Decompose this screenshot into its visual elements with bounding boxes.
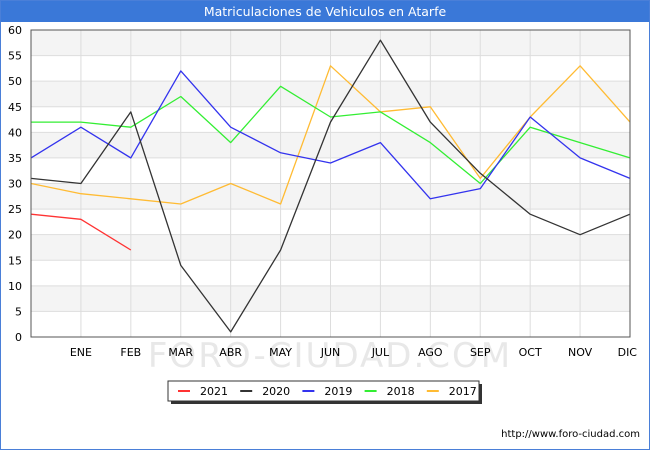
y-axis-ticks: 0 5 10 15 20 25 30 35 40 45 50 55 60 — [8, 24, 22, 344]
legend-label: 2018 — [387, 385, 415, 398]
series-line-2021 — [30, 213, 132, 251]
plot-border — [30, 29, 631, 338]
y-tick-label: 50 — [8, 75, 22, 88]
y-tick-label: 10 — [8, 280, 22, 293]
series-line-2018 — [31, 85, 631, 185]
x-tick-label: MAR — [168, 346, 193, 359]
x-tick-label: SEP — [470, 346, 491, 359]
y-tick-label: 60 — [8, 24, 22, 37]
x-tick-label: OCT — [519, 346, 542, 359]
y-tick-label: 0 — [15, 331, 22, 344]
y-tick-label: 5 — [15, 305, 22, 318]
legend-label: 2021 — [200, 385, 228, 398]
x-tick-label: ABR — [219, 346, 242, 359]
footer-url[interactable]: http://www.foro-ciudad.com — [501, 429, 640, 440]
x-tick-label: DIC — [618, 346, 638, 359]
x-tick-label: JUL — [371, 346, 390, 359]
y-tick-label: 20 — [8, 229, 22, 242]
series-lines — [30, 39, 631, 333]
legend-box — [167, 380, 480, 402]
x-tick-label: JUN — [320, 346, 341, 359]
watermark-text: FORO-CIUDAD.COM — [148, 336, 512, 376]
legend-label: 2020 — [262, 385, 290, 398]
x-axis-ticks: ENE FEB MAR ABR MAY JUN JUL AGO SEP OCT NOV DIC — [70, 346, 637, 359]
y-tick-label: 25 — [8, 203, 22, 216]
series-line-2019 — [30, 70, 631, 200]
y-tick-label: 15 — [8, 254, 22, 267]
y-tick-label: 30 — [8, 178, 22, 191]
x-tick-label: NOV — [568, 346, 593, 359]
chart-title: Matriculaciones de Vehiculos en Atarfe — [1, 1, 649, 22]
series-line-2020 — [30, 39, 631, 333]
legend-label: 2019 — [324, 385, 352, 398]
legend: 2021 2020 2019 2018 2017 — [167, 380, 482, 404]
y-tick-label: 35 — [8, 152, 22, 165]
y-tick-label: 40 — [8, 126, 22, 139]
x-tick-label: MAY — [269, 346, 292, 359]
y-tick-label: 55 — [8, 50, 22, 63]
x-tick-label: ENE — [70, 346, 92, 359]
x-tick-label: FEB — [120, 346, 141, 359]
legend-label: 2017 — [449, 385, 477, 398]
y-tick-label: 45 — [8, 101, 22, 114]
x-tick-label: AGO — [418, 346, 443, 359]
